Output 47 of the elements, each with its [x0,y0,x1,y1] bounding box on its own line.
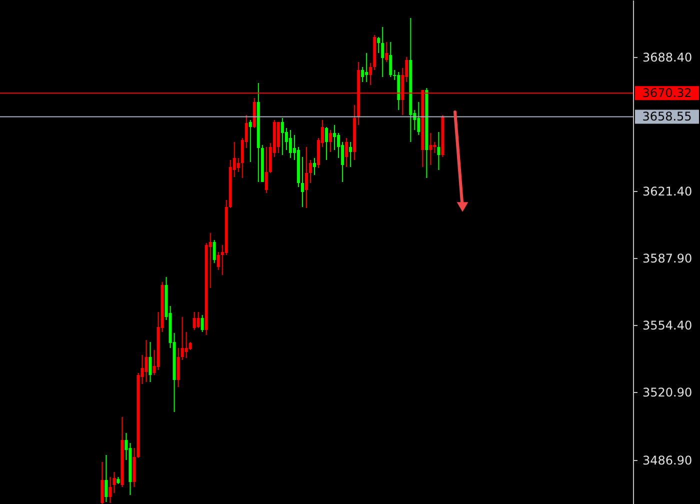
candlestick [312,158,316,176]
candlestick [112,472,116,494]
candlestick [361,66,364,82]
candlestick [437,132,440,170]
y-tick-label: 3554.40 [642,318,692,332]
candlestick [288,130,292,158]
candlestick [429,132,432,166]
candlestick [381,26,384,78]
y-tick-label: 3520.90 [642,386,692,400]
candlestick [176,348,180,388]
candlestick [325,126,328,160]
ref-line-label: 3658.55 [642,110,692,124]
candlestick [212,240,216,264]
candlestick [389,42,392,78]
candlestick [377,36,380,54]
candlestick [308,160,312,184]
ref-line-label: 3670.32 [642,86,692,100]
y-tick-label: 3486.90 [642,454,692,468]
candlestick [200,314,204,332]
candlestick [216,252,220,270]
candlestick [148,342,152,382]
candlestick [417,102,420,136]
candlestick [184,332,188,358]
y-tick-label: 3621.40 [642,184,692,198]
candlestick [345,138,348,168]
candlestick [304,146,308,208]
candlestick [329,130,332,152]
candlestick [349,142,352,168]
candlestick [433,142,436,154]
y-tick-label: 3587.90 [642,252,692,266]
candlestick [280,118,284,156]
candlestick [369,62,372,86]
candlestick [180,316,184,360]
candlestick [104,454,108,502]
candlestick [144,340,148,382]
candlestick [196,312,200,328]
candlestick [300,156,304,208]
candlestick [365,52,368,82]
candlestick [385,42,388,62]
candlestick [192,312,196,330]
candlestick [108,476,112,504]
candlestick [100,462,104,504]
candlestick [236,158,240,172]
y-tick-label: 3688.40 [642,50,692,64]
candlestick [264,146,268,194]
candlestick [333,124,336,150]
candlestick [248,120,252,162]
